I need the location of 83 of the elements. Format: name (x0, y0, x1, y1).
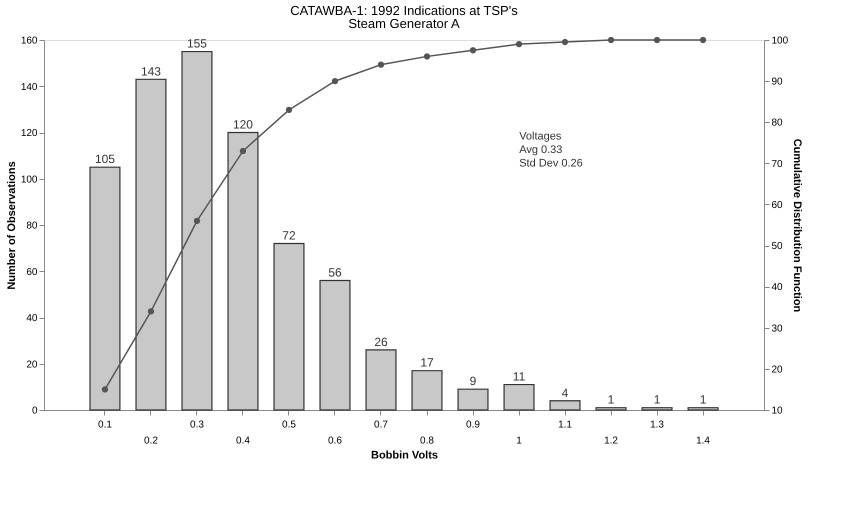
point (700, 36, 706, 44)
y-tick-label: 120 (20, 128, 38, 139)
data-label: 143 (140, 64, 162, 78)
y2-tick-label: 80 (772, 118, 784, 129)
bar (503, 384, 535, 411)
point (562, 38, 568, 46)
point (516, 40, 522, 48)
annotation: Std Dev 0.26 (519, 157, 583, 170)
point (148, 308, 154, 314)
x-tick-label: 0.1 (98, 420, 112, 430)
y2-tick-label: 90 (772, 76, 784, 88)
data-label: 1 (700, 392, 707, 407)
data-label: 11 (512, 370, 526, 384)
point (424, 53, 430, 60)
data-label: 120 (232, 118, 254, 132)
y-tick-label: 80 (26, 220, 38, 232)
y2-tick-label: 100 (772, 36, 789, 46)
x-tick-label: 0.3 (190, 420, 204, 430)
data-label: 1 (608, 392, 615, 407)
x-tick-label: 1.4 (696, 436, 710, 446)
point (102, 386, 108, 393)
x-tick-label: 1 (516, 436, 522, 446)
y2-tick-label: 20 (772, 364, 784, 376)
bar (227, 132, 259, 411)
bar (89, 166, 121, 411)
bar (365, 349, 397, 411)
point (332, 78, 338, 84)
bar (181, 50, 213, 411)
bar (319, 280, 351, 411)
x-tick-label: 1.2 (604, 436, 618, 446)
chart-title: CATAWBA-1: 1992 Indications at TSP's (290, 3, 518, 18)
data-label: 56 (328, 266, 342, 280)
x-tick-label: 0.5 (282, 420, 296, 430)
y-tick-label: 160 (20, 36, 38, 46)
y-tick-label: 100 (20, 174, 38, 186)
chart-subtitle: Steam Generator A (348, 16, 460, 31)
y2-tick-label: 70 (772, 158, 784, 170)
data-label: 4 (562, 386, 569, 400)
x-tick-label: 1.1 (558, 420, 572, 430)
y2-tick-label: 30 (772, 323, 784, 334)
bar (411, 370, 443, 411)
y2-tick-label: 10 (772, 406, 784, 416)
point (654, 36, 660, 44)
annotation: Avg 0.33 (519, 144, 562, 156)
data-label: 26 (374, 334, 388, 349)
bar (641, 407, 673, 411)
bar (687, 407, 719, 411)
y2-axis-title: Cumulative Distribution Function (791, 138, 804, 313)
x-tick-label: 0.7 (374, 420, 388, 430)
x-tick-label: 0.9 (466, 420, 480, 430)
data-label: 17 (420, 356, 434, 370)
data-label: 9 (470, 374, 477, 388)
x-axis-title: Bobbin Volts (370, 450, 438, 462)
data-label: 105 (94, 152, 116, 166)
point (286, 106, 292, 114)
point (194, 218, 200, 224)
bar (549, 400, 581, 411)
bar (457, 388, 489, 411)
point (240, 148, 246, 154)
y-tick-label: 140 (20, 82, 38, 93)
x-tick-label: 1.3 (650, 420, 664, 430)
x-tick-label: 0.4 (236, 436, 250, 446)
y2-tick-label: 40 (772, 282, 784, 294)
x-tick-label: 0.2 (144, 436, 158, 446)
point (608, 36, 614, 44)
bar (135, 78, 167, 411)
annotation: Voltages (519, 130, 562, 143)
bar (273, 242, 305, 411)
y-tick-label: 40 (26, 313, 38, 324)
data-label: 1 (654, 392, 661, 407)
y-axis-title: Number of Observations (6, 161, 18, 290)
x-tick-label: 0.6 (328, 436, 342, 446)
y2-tick-label: 50 (772, 241, 784, 252)
y-tick-label: 60 (26, 266, 38, 278)
y-tick-label: 20 (26, 359, 38, 370)
point (378, 62, 384, 68)
point (470, 47, 476, 54)
y2-tick-label: 60 (772, 200, 784, 211)
data-label: 155 (186, 36, 208, 51)
data-label: 72 (282, 228, 296, 242)
bar (595, 407, 627, 411)
x-tick-label: 0.8 (420, 436, 434, 446)
y-tick-label: 0 (32, 406, 38, 416)
